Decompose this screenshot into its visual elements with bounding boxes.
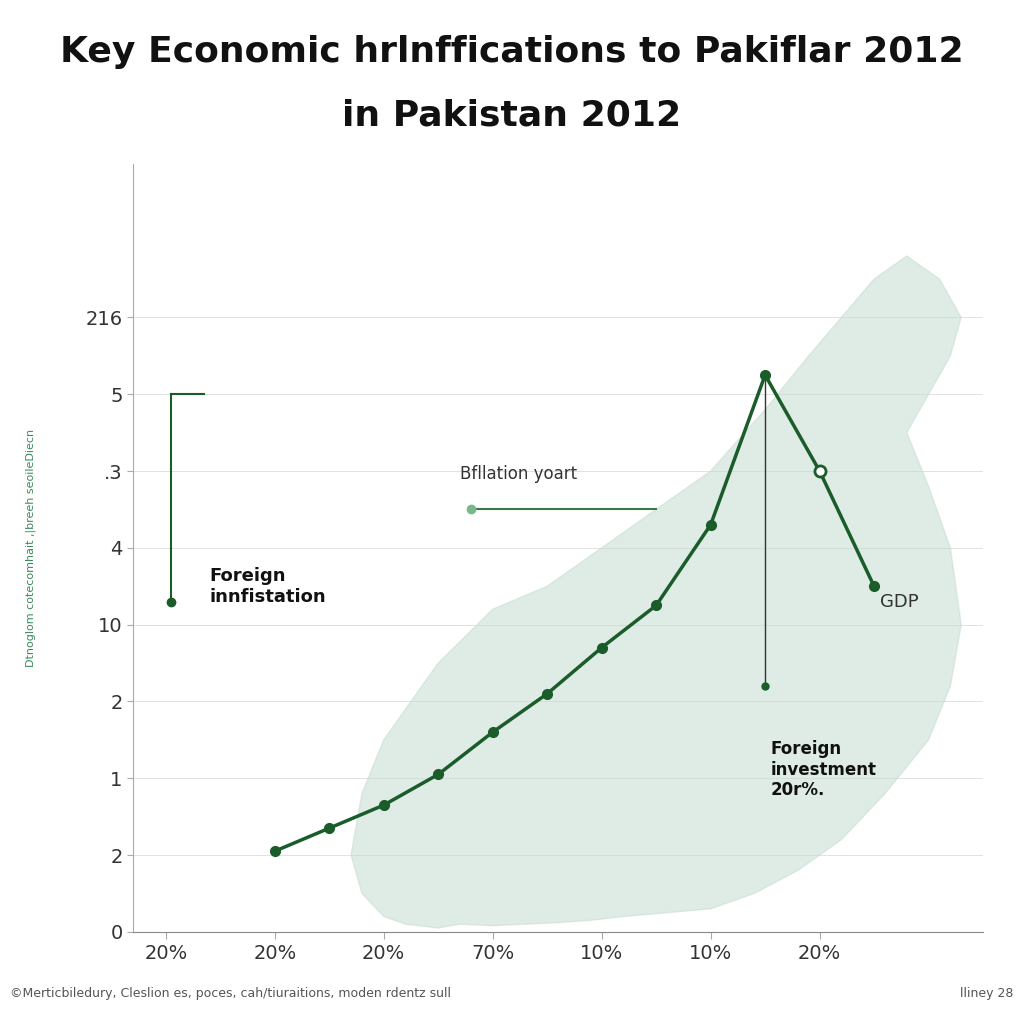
Text: Dtnoglom cotecomhait ,|breeh seoileDiecn: Dtnoglom cotecomhait ,|breeh seoileDiecn bbox=[26, 429, 37, 667]
Polygon shape bbox=[351, 256, 962, 928]
Text: lliney 28: lliney 28 bbox=[961, 987, 1014, 999]
Text: Foreign
innfistation: Foreign innfistation bbox=[209, 567, 326, 605]
Text: Key Economic hrlnffications to Pakiflar 2012: Key Economic hrlnffications to Pakiflar … bbox=[60, 35, 964, 69]
Text: ©Merticbiledury, Cleslion es, poces, cah/tiuraitions, moden rdentz sull: ©Merticbiledury, Cleslion es, poces, cah… bbox=[10, 987, 452, 999]
Text: GDP: GDP bbox=[880, 593, 919, 610]
Text: in Pakistan 2012: in Pakistan 2012 bbox=[342, 98, 682, 133]
Text: Bfllation yoart: Bfllation yoart bbox=[460, 465, 578, 482]
Text: Foreign
investment
20r%.: Foreign investment 20r%. bbox=[771, 739, 877, 800]
